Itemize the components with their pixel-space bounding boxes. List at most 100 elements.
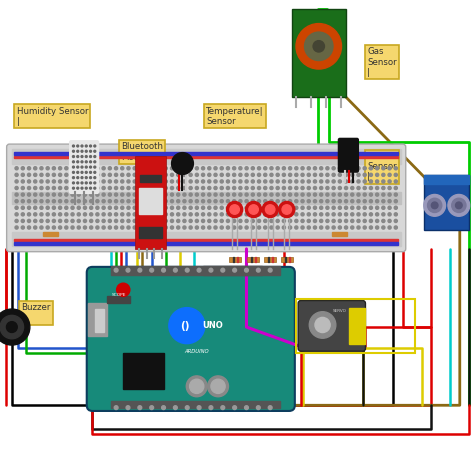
Circle shape	[265, 205, 275, 214]
Circle shape	[81, 172, 83, 173]
Circle shape	[301, 226, 304, 229]
Circle shape	[270, 193, 273, 196]
Circle shape	[158, 213, 161, 216]
Circle shape	[276, 167, 279, 170]
Circle shape	[428, 198, 442, 212]
Circle shape	[363, 193, 366, 196]
Circle shape	[96, 200, 99, 203]
Circle shape	[59, 219, 62, 222]
Circle shape	[214, 173, 217, 176]
Circle shape	[173, 268, 177, 272]
Circle shape	[83, 180, 87, 183]
Circle shape	[90, 150, 91, 152]
Circle shape	[239, 213, 242, 216]
Circle shape	[227, 173, 229, 176]
Circle shape	[208, 180, 211, 183]
Circle shape	[375, 173, 379, 176]
Circle shape	[73, 172, 74, 173]
Circle shape	[171, 213, 173, 216]
Circle shape	[177, 173, 180, 176]
Circle shape	[233, 193, 236, 196]
Circle shape	[345, 167, 347, 170]
Circle shape	[189, 180, 192, 183]
Circle shape	[85, 177, 87, 179]
Circle shape	[332, 226, 335, 229]
Circle shape	[369, 167, 373, 170]
Circle shape	[351, 213, 354, 216]
Circle shape	[357, 173, 360, 176]
Circle shape	[108, 206, 111, 210]
Circle shape	[127, 173, 130, 176]
Circle shape	[85, 187, 87, 189]
Circle shape	[164, 193, 167, 196]
Circle shape	[276, 180, 279, 183]
Circle shape	[183, 226, 186, 229]
Circle shape	[448, 194, 470, 216]
Circle shape	[245, 406, 248, 410]
Circle shape	[126, 268, 130, 272]
Circle shape	[71, 173, 74, 176]
Circle shape	[394, 226, 397, 229]
Circle shape	[208, 173, 211, 176]
Bar	[233, 257, 234, 262]
Circle shape	[94, 177, 96, 179]
Circle shape	[65, 186, 68, 190]
Circle shape	[77, 167, 80, 170]
Circle shape	[52, 167, 55, 170]
Circle shape	[195, 226, 199, 229]
Circle shape	[73, 177, 74, 179]
Circle shape	[15, 173, 18, 176]
Circle shape	[94, 166, 96, 168]
Circle shape	[239, 193, 242, 196]
Circle shape	[295, 219, 298, 222]
Circle shape	[289, 213, 292, 216]
Circle shape	[83, 226, 87, 229]
Circle shape	[152, 193, 155, 196]
Circle shape	[138, 268, 142, 272]
Circle shape	[369, 193, 373, 196]
Circle shape	[46, 193, 49, 196]
Bar	[14, 152, 398, 155]
Bar	[247, 257, 259, 262]
Circle shape	[102, 167, 105, 170]
Circle shape	[301, 219, 304, 222]
Circle shape	[71, 226, 74, 229]
Circle shape	[220, 213, 223, 216]
Circle shape	[326, 180, 329, 183]
Circle shape	[183, 173, 186, 176]
Circle shape	[382, 226, 385, 229]
Circle shape	[164, 180, 167, 183]
Circle shape	[115, 193, 118, 196]
Circle shape	[158, 186, 161, 190]
Circle shape	[289, 173, 292, 176]
Circle shape	[158, 226, 161, 229]
Circle shape	[289, 200, 292, 203]
Circle shape	[121, 193, 124, 196]
Circle shape	[34, 186, 37, 190]
Circle shape	[301, 206, 304, 210]
Circle shape	[40, 186, 43, 190]
Circle shape	[239, 219, 242, 222]
Circle shape	[279, 201, 295, 218]
Circle shape	[150, 268, 154, 272]
Circle shape	[162, 268, 165, 272]
Circle shape	[345, 200, 347, 203]
Circle shape	[46, 180, 49, 183]
Circle shape	[363, 186, 366, 190]
Circle shape	[227, 200, 229, 203]
Circle shape	[313, 180, 317, 183]
Circle shape	[90, 180, 93, 183]
Circle shape	[239, 186, 242, 190]
Circle shape	[127, 186, 130, 190]
Circle shape	[85, 161, 87, 163]
Circle shape	[257, 226, 261, 229]
Circle shape	[71, 206, 74, 210]
Circle shape	[208, 167, 211, 170]
Circle shape	[73, 166, 74, 168]
Bar	[255, 257, 256, 262]
Circle shape	[71, 200, 74, 203]
Circle shape	[133, 167, 136, 170]
Circle shape	[85, 166, 87, 168]
Circle shape	[270, 167, 273, 170]
Circle shape	[117, 283, 130, 296]
